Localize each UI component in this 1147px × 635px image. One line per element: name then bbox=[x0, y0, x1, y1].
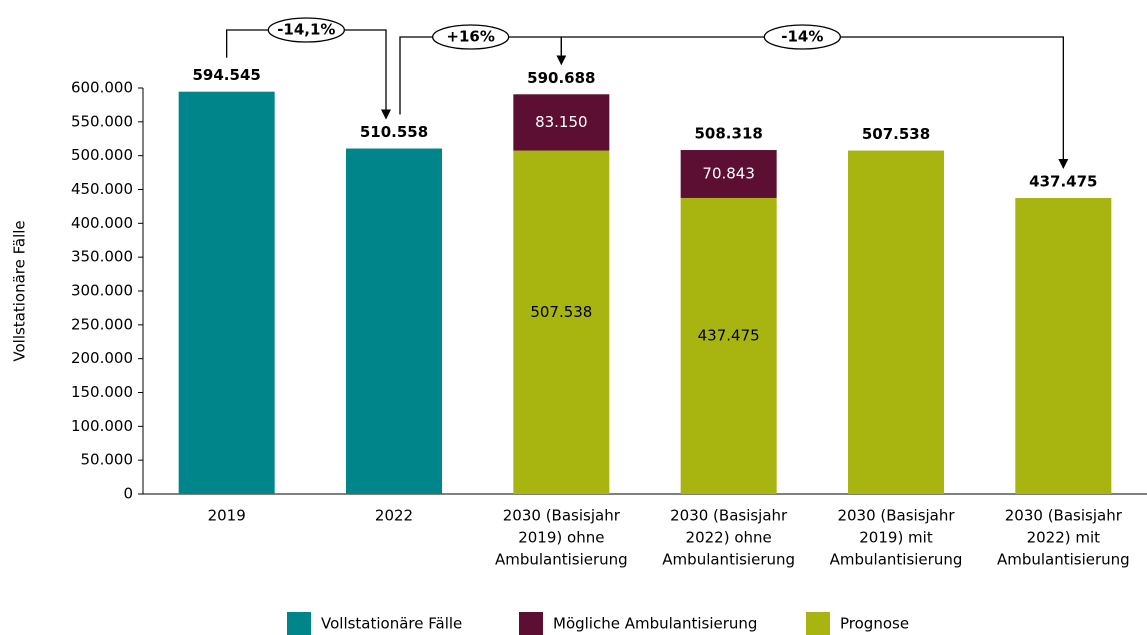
y-tick-label: 600.000 bbox=[71, 79, 133, 97]
x-tick-label: 2019) mit bbox=[859, 529, 933, 547]
x-tick-label: 2022 bbox=[375, 507, 413, 525]
x-tick-label: Ambulantisierung bbox=[830, 551, 963, 569]
annotation-label: -14% bbox=[781, 28, 823, 46]
bar-segment bbox=[513, 150, 610, 494]
segment-label: 83.150 bbox=[535, 113, 588, 131]
y-tick-label: 550.000 bbox=[71, 112, 133, 130]
y-tick-label: 400.000 bbox=[71, 214, 133, 232]
x-tick-label: 2022) mit bbox=[1027, 529, 1101, 547]
total-label: 437.475 bbox=[1029, 172, 1097, 190]
x-tick-label: 2030 (Basisjahr bbox=[837, 507, 955, 525]
bar-segment bbox=[178, 91, 275, 494]
total-label: 590.688 bbox=[527, 69, 595, 87]
total-label: 507.538 bbox=[862, 125, 930, 143]
y-tick-label: 150.000 bbox=[71, 383, 133, 401]
x-tick-label: 2030 (Basisjahr bbox=[1005, 507, 1123, 525]
bar-segment bbox=[848, 150, 944, 494]
x-tick-label: 2019) ohne bbox=[518, 529, 604, 547]
annotation-oval bbox=[763, 24, 841, 50]
bar-segment bbox=[680, 150, 777, 198]
legend-swatch bbox=[287, 612, 311, 635]
legend-label: Mögliche Ambulantisierung bbox=[553, 615, 757, 633]
segment-label: 507.538 bbox=[530, 303, 592, 321]
annotation-oval bbox=[267, 17, 345, 43]
y-tick-label: 250.000 bbox=[71, 315, 133, 333]
legend-label: Prognose bbox=[840, 615, 909, 633]
bar-segment bbox=[1015, 197, 1112, 494]
legend-swatch bbox=[519, 612, 543, 635]
y-tick-label: 50.000 bbox=[81, 451, 134, 469]
legend-label: Vollstationäre Fälle bbox=[321, 615, 462, 633]
annotation-label: +16% bbox=[446, 28, 494, 46]
segment-label: 437.475 bbox=[698, 326, 760, 344]
x-tick-label: 2019 bbox=[208, 507, 246, 525]
total-label: 508.318 bbox=[695, 125, 763, 143]
x-tick-label: 2030 (Basisjahr bbox=[670, 507, 788, 525]
total-label: 510.558 bbox=[360, 123, 428, 141]
y-tick-label: 200.000 bbox=[71, 349, 133, 367]
y-tick-label: 100.000 bbox=[71, 417, 133, 435]
x-tick-label: 2030 (Basisjahr bbox=[503, 507, 621, 525]
annotation-oval bbox=[432, 24, 510, 50]
y-tick-label: 300.000 bbox=[71, 282, 133, 300]
total-label: 594.545 bbox=[193, 66, 261, 84]
annotation-label: -14,1% bbox=[277, 21, 335, 39]
y-tick-label: 350.000 bbox=[71, 248, 133, 266]
x-tick-label: Ambulantisierung bbox=[997, 551, 1130, 569]
x-tick-label: Ambulantisierung bbox=[495, 551, 628, 569]
bar-segment bbox=[680, 197, 777, 494]
x-tick-label: Ambulantisierung bbox=[662, 551, 795, 569]
segment-label: 70.843 bbox=[702, 165, 755, 183]
annotation-bracket bbox=[560, 36, 1069, 169]
y-tick-label: 450.000 bbox=[71, 180, 133, 198]
x-tick-label: 2022) ohne bbox=[686, 529, 772, 547]
y-tick-label: 500.000 bbox=[71, 146, 133, 164]
y-axis-label: Vollstationäre Fälle bbox=[11, 220, 29, 361]
bar-segment bbox=[513, 94, 610, 151]
legend-swatch bbox=[806, 612, 830, 635]
bar-segment bbox=[346, 148, 442, 495]
y-tick-label: 0 bbox=[123, 485, 133, 503]
